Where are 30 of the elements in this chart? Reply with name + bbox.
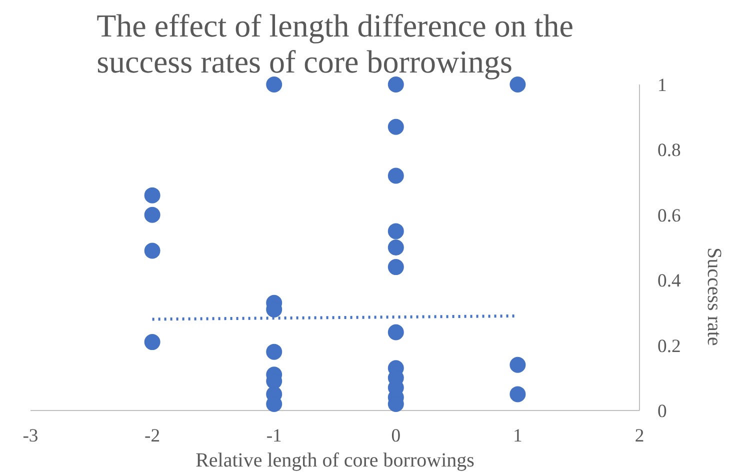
point (144, 242, 160, 259)
point (388, 118, 404, 135)
point (388, 223, 404, 240)
x-tick-label: -1 (266, 426, 282, 446)
point (266, 344, 282, 360)
point (388, 240, 404, 256)
point (388, 259, 404, 276)
x-axis-title: Relative length of core borrowings (196, 450, 475, 472)
point (388, 168, 404, 184)
y-axis-title: Success rate (702, 248, 725, 346)
point (144, 206, 160, 223)
point (510, 386, 526, 402)
y-tick-label: 1 (658, 75, 667, 96)
point (266, 76, 282, 92)
point (510, 76, 526, 92)
point (510, 356, 526, 373)
x-tick-label: -2 (144, 426, 160, 446)
x-tick-label: 0 (391, 426, 401, 446)
y-tick-label: 0.8 (658, 140, 681, 162)
y-tick-label: 0.6 (658, 205, 681, 226)
x-tick-label: -3 (22, 426, 38, 446)
chart-title: The effect of length difference on the success rates of core borrowings (96, 8, 574, 80)
point (388, 324, 404, 340)
x-tick-label: 1 (513, 426, 522, 446)
point (144, 187, 160, 204)
y-tick-label: 0.4 (658, 270, 682, 292)
y-tick-label: 0.2 (658, 336, 681, 357)
y-tick-label: 0 (658, 401, 667, 422)
x-tick-label: 2 (634, 426, 644, 446)
point (144, 334, 160, 350)
